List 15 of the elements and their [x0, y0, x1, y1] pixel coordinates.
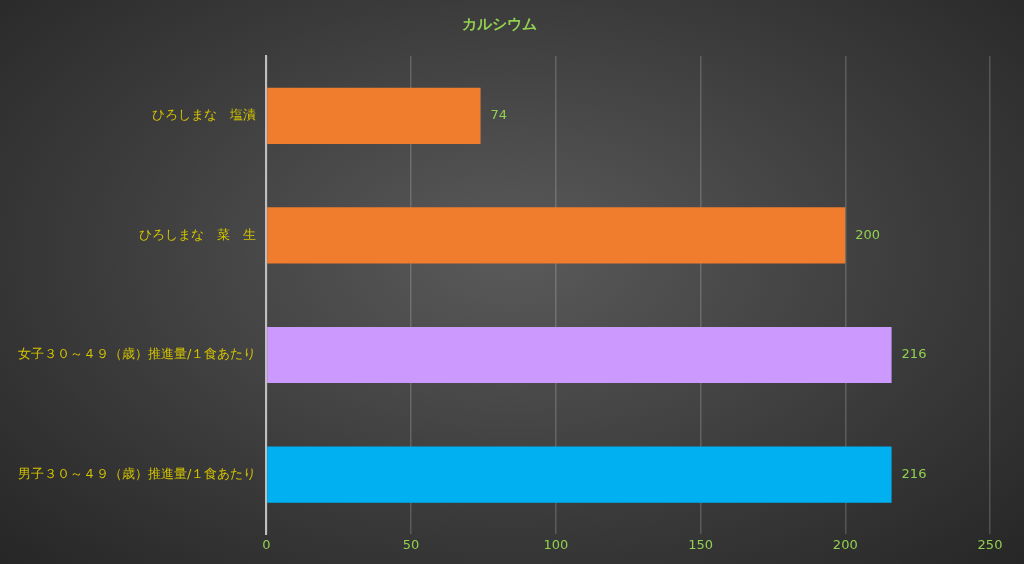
data-label: 200: [855, 226, 881, 242]
data-label: 74: [490, 107, 508, 123]
x-tick-label: 50: [402, 536, 420, 552]
y-tick-label: 女子３０～４９（歳）推進量/１食あたり: [17, 346, 257, 362]
x-tick-label: 150: [688, 536, 713, 552]
y-tick-label: ひろしまな 菜 生: [139, 226, 257, 242]
chart-title: カルシウム: [461, 14, 537, 33]
x-tick-label: 100: [543, 536, 569, 552]
x-tick-label: 250: [977, 536, 1003, 552]
data-label: 216: [901, 465, 927, 481]
y-tick-label: ひろしまな 塩漬: [152, 107, 257, 123]
y-tick-label: 男子３０～４９（歳）推進量/１食あたり: [17, 465, 257, 481]
data-label: 216: [901, 346, 927, 362]
x-tick-label: 0: [262, 536, 271, 552]
x-tick-label: 200: [832, 536, 858, 552]
